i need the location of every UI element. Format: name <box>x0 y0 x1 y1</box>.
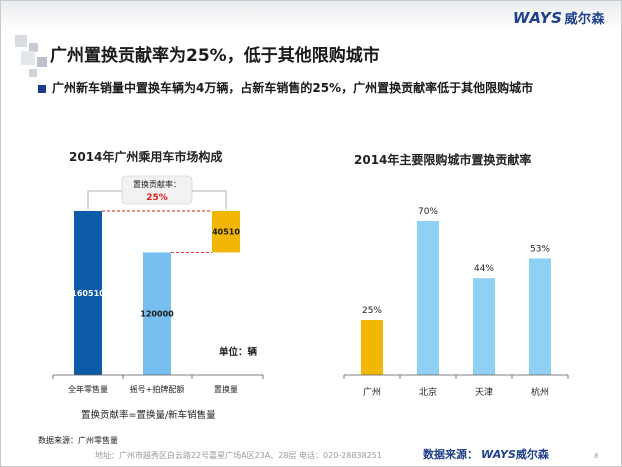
decorative-squares <box>7 27 57 87</box>
bar-value-label: 70% <box>418 207 438 217</box>
x-tick-label: 摇号+拍牌配额 <box>130 384 185 394</box>
bar-北京 <box>417 221 439 375</box>
chart-title-left: 2014年广州乘用车市场构成 <box>69 150 223 164</box>
bar-置换量 <box>212 211 240 253</box>
bar-value-label: 53% <box>530 244 550 254</box>
x-tick-label: 全年零售量 <box>68 384 108 394</box>
bar-value-label: 160510 <box>71 289 105 298</box>
bar-value-label: 120000 <box>140 310 174 319</box>
chart-title-right: 2014年主要限购城市置换贡献率 <box>354 153 532 167</box>
footer-address: 地址：广州市越秀区白云路22号嘉星广场A区23A、28层 电话：020-2883… <box>95 451 382 460</box>
formula-label: 置换贡献率=置换量/新车销售量 <box>81 409 216 421</box>
footer-brand-name: 威尔森 <box>515 448 549 461</box>
x-tick-label: 北京 <box>419 386 437 398</box>
bar-天津 <box>473 278 495 375</box>
annotation-value: 25% <box>146 193 168 203</box>
bar-广州 <box>361 320 383 375</box>
page-number: 8 <box>594 452 599 460</box>
footer-logo-text: WAYS <box>481 448 516 461</box>
footer-brand: 数据来源： WAYS威尔森 <box>423 446 549 462</box>
bar-value-label: 40510 <box>212 228 240 237</box>
brand-logo: WAYS 威尔森 <box>513 8 605 27</box>
unit-label: 单位：辆 <box>219 346 258 358</box>
brand-logo-text: WAYS <box>512 9 563 27</box>
page-title: 广州置换贡献率为25%，低于其他限购城市 <box>50 46 380 66</box>
bar-value-label: 25% <box>362 306 382 316</box>
header-band <box>1 1 621 31</box>
annotation-label: 置换贡献率： <box>133 179 181 189</box>
annotation-box <box>121 175 193 205</box>
x-tick-label: 天津 <box>475 387 493 398</box>
bar-value-label: 44% <box>474 264 494 274</box>
bar-全年零售量 <box>74 211 102 375</box>
footer-source: 数据来源：广州零售量 <box>38 436 118 445</box>
bar-杭州 <box>529 258 551 375</box>
x-tick-label: 置换量 <box>214 384 238 394</box>
x-tick-label: 杭州 <box>531 386 549 398</box>
bar-摇号+拍牌配额 <box>143 252 171 375</box>
x-tick-label: 广州 <box>363 386 381 398</box>
brand-name: 威尔森 <box>564 12 605 27</box>
bullet-square-icon <box>38 85 46 93</box>
bullet-text: 广州新车销量中置换车辆为4万辆，占新车销售的25%，广州置换贡献率低于其他限购城… <box>52 81 534 95</box>
footer-source-label: 数据来源： <box>423 448 478 461</box>
